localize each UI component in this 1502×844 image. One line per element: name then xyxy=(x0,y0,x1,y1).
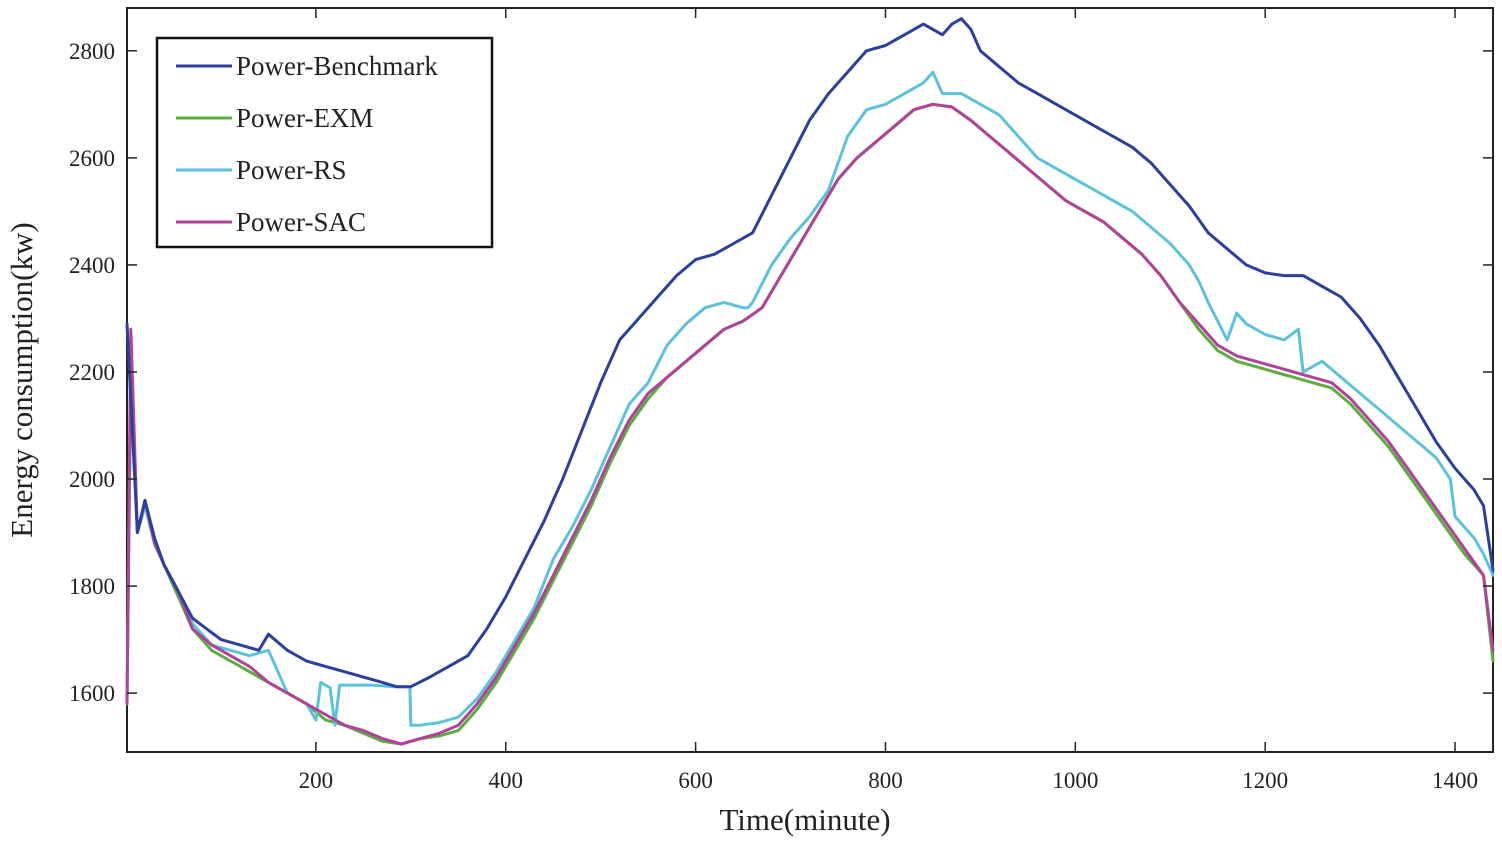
y-tick-label: 2600 xyxy=(69,146,115,171)
legend-label-rs: Power-RS xyxy=(236,155,346,185)
y-tick-label: 2400 xyxy=(69,253,115,278)
y-axis-ticks: 1600 1800 2000 2200 2400 2600 2800 xyxy=(69,39,1493,706)
legend-label-exm: Power-EXM xyxy=(236,103,373,133)
y-tick-label: 1800 xyxy=(69,574,115,599)
legend-label-sac: Power-SAC xyxy=(236,207,366,237)
x-tick-label: 600 xyxy=(678,768,713,793)
y-tick-label: 2000 xyxy=(69,467,115,492)
x-tick-label: 1400 xyxy=(1432,768,1478,793)
series-line-power-rs xyxy=(125,70,1495,727)
x-axis-title: Time(minute) xyxy=(719,802,890,837)
y-tick-label: 1600 xyxy=(69,681,115,706)
legend: Power-Benchmark Power-EXM Power-RS Power… xyxy=(155,36,494,249)
x-tick-label: 200 xyxy=(299,768,334,793)
x-axis-ticks: 200 400 600 800 1000 1200 1400 xyxy=(299,8,1478,793)
x-tick-label: 1200 xyxy=(1242,768,1288,793)
series-line-power-benchmark xyxy=(125,17,1495,689)
x-tick-label: 800 xyxy=(868,768,903,793)
legend-box xyxy=(155,36,494,249)
x-tick-label: 400 xyxy=(489,768,524,793)
x-tick-label: 1000 xyxy=(1052,768,1098,793)
y-tick-label: 2800 xyxy=(69,39,115,64)
y-tick-label: 2200 xyxy=(69,360,115,385)
series-line-power-sac xyxy=(125,102,1495,746)
legend-label-benchmark: Power-Benchmark xyxy=(236,51,438,81)
y-axis-title: Energy consumption(kw) xyxy=(4,222,39,537)
series-layer xyxy=(125,17,1495,746)
